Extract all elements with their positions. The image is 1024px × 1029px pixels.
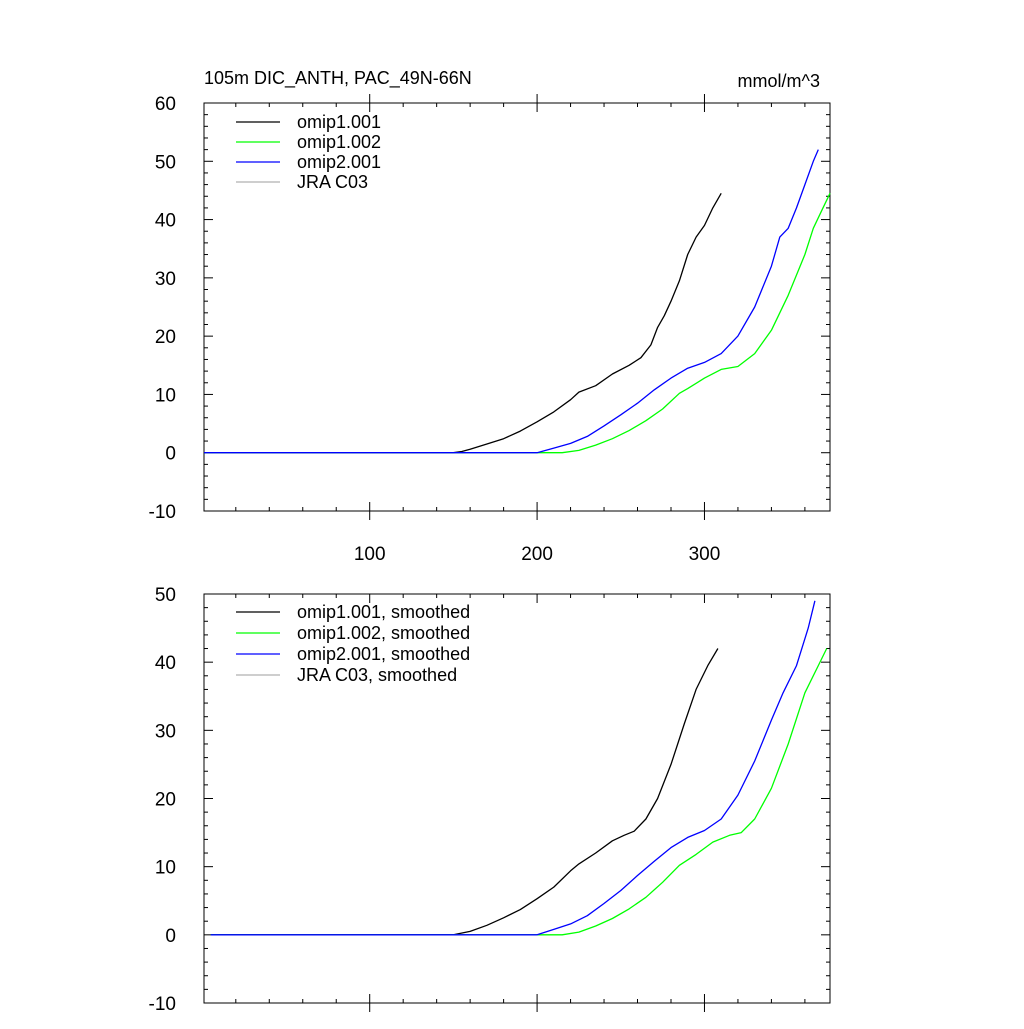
legend-label: JRA C03 xyxy=(297,172,368,192)
x-tick-label: 300 xyxy=(689,544,721,565)
y-tick-label: 30 xyxy=(155,269,176,290)
y-tick-label: 10 xyxy=(155,858,176,879)
y-tick-labels: -10 0 10 20 30 40 50 xyxy=(149,585,176,1015)
legend-label: omip2.001, smoothed xyxy=(297,644,470,664)
series-line xyxy=(204,193,831,454)
plot-frame xyxy=(203,102,831,512)
x-tick-labels: 100 200 300 xyxy=(354,544,720,565)
legend-label: omip1.001, smoothed xyxy=(297,602,470,622)
y-tick-label: -10 xyxy=(149,994,176,1015)
y-tick-label: 50 xyxy=(155,152,176,173)
series-line xyxy=(204,192,722,454)
series-line xyxy=(210,648,719,936)
y-tick-label: 50 xyxy=(155,585,176,606)
series-layer xyxy=(204,149,831,454)
y-tick-label: 20 xyxy=(155,327,176,348)
y-tick-label: 10 xyxy=(155,385,176,406)
y-tick-label: 40 xyxy=(155,211,176,232)
axis-ticks xyxy=(204,593,830,1012)
legend-label: omip1.001 xyxy=(297,112,381,132)
x-tick-label: 200 xyxy=(521,544,553,565)
top-panel: 105m DIC_ANTH, PAC_49N-66N mmol/m^3 -10 0… xyxy=(149,68,831,565)
y-tick-label: 0 xyxy=(165,926,176,947)
series-line xyxy=(210,600,816,936)
chart-title: 105m DIC_ANTH, PAC_49N-66N xyxy=(204,68,472,89)
y-tick-labels: -10 0 10 20 30 40 50 60 xyxy=(149,94,176,523)
x-tick-label: 100 xyxy=(354,544,386,565)
bottom-panel: -10 0 10 20 30 40 50 omip1.001, smoothedomip1.… xyxy=(149,585,831,1015)
units-label: mmol/m^3 xyxy=(738,71,820,91)
legend-label: omip1.002 xyxy=(297,132,381,152)
y-tick-label: -10 xyxy=(149,502,176,523)
y-tick-label: 0 xyxy=(165,444,176,465)
y-tick-label: 20 xyxy=(155,790,176,811)
series-line xyxy=(210,648,828,936)
legend-label: omip1.002, smoothed xyxy=(297,623,470,643)
axis-ticks xyxy=(204,94,830,520)
legend-label: JRA C03, smoothed xyxy=(297,665,457,685)
series-layer xyxy=(210,600,828,936)
y-tick-label: 60 xyxy=(155,94,176,115)
y-tick-label: 30 xyxy=(155,721,176,742)
series-line xyxy=(204,149,819,454)
legend-label: omip2.001 xyxy=(297,152,381,172)
y-tick-label: 40 xyxy=(155,653,176,674)
